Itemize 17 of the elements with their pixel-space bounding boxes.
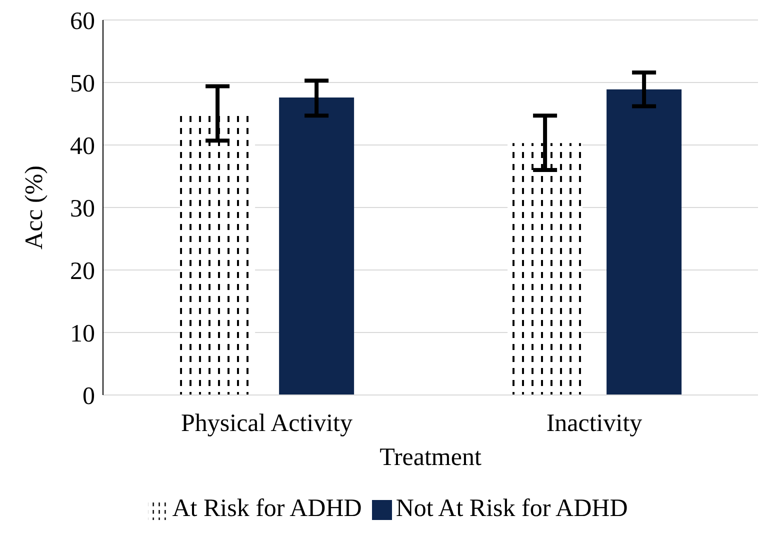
- bar: [180, 116, 256, 395]
- y-tick-label: 10: [70, 320, 95, 348]
- bar: [508, 143, 583, 395]
- y-tick-label: 0: [82, 382, 95, 410]
- y-tick-label: 60: [70, 8, 95, 35]
- y-tick-label: 50: [70, 70, 95, 98]
- y-axis-title: Acc (%): [20, 166, 48, 250]
- bar: [279, 98, 354, 395]
- x-tick-label: Physical Activity: [180, 410, 354, 437]
- bar: [606, 89, 682, 395]
- y-tick-label: 20: [70, 258, 95, 285]
- y-tick-label: 30: [70, 195, 95, 222]
- x-tick-label: Inactivity: [546, 410, 643, 437]
- y-tick-label: 40: [70, 132, 95, 160]
- legend-label: Not At Risk for ADHD: [396, 495, 628, 522]
- legend-label: At Risk for ADHD: [172, 495, 362, 522]
- x-axis-title: Treatment: [380, 444, 482, 471]
